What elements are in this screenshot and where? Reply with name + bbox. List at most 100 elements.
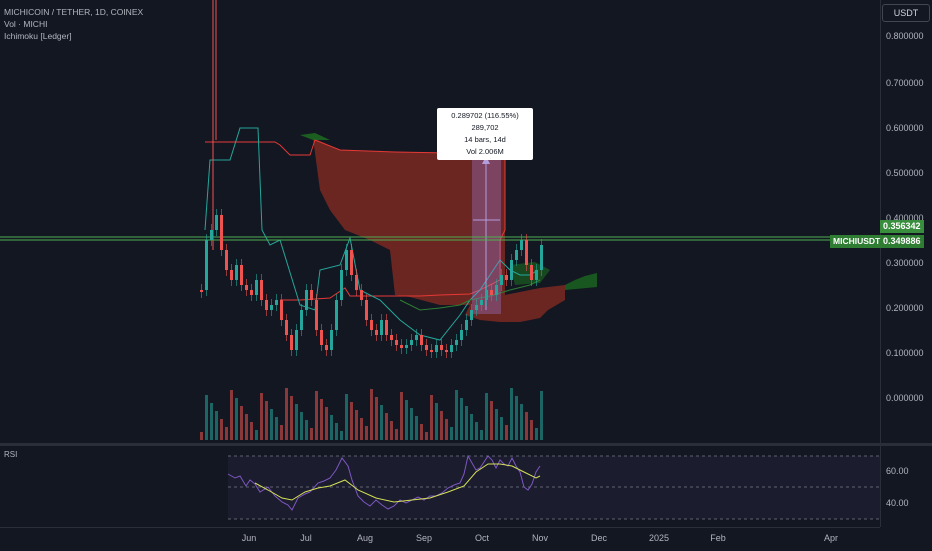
volume-bar: [275, 417, 278, 440]
candle: [210, 230, 213, 240]
candle: [400, 345, 403, 348]
candle: [335, 300, 338, 330]
volume-bar: [340, 431, 343, 440]
price-tick: 0.400000: [886, 213, 924, 223]
ichimoku-lagging-line: [399, 279, 541, 311]
candle: [470, 310, 473, 320]
volume-bar: [215, 411, 218, 440]
price-tick: 0.100000: [886, 348, 924, 358]
volume-bar: [500, 417, 503, 440]
candle: [395, 340, 398, 345]
candle: [375, 330, 378, 335]
ichimoku-cloud-bullish: [300, 133, 330, 140]
candle: [440, 345, 443, 350]
candle: [240, 265, 243, 285]
volume-bar: [420, 424, 423, 440]
volume-bar: [405, 400, 408, 440]
candle: [490, 290, 493, 295]
rsi-band: [228, 456, 880, 519]
candle: [525, 240, 528, 265]
candle: [365, 300, 368, 320]
volume-bar: [490, 401, 493, 440]
candle: [305, 290, 308, 310]
pane-divider[interactable]: [0, 443, 932, 446]
volume-bar: [400, 392, 403, 440]
currency-button[interactable]: USDT: [882, 4, 930, 22]
candle: [460, 330, 463, 340]
volume-bar: [350, 402, 353, 440]
candle: [285, 320, 288, 335]
volume-bar: [470, 414, 473, 440]
volume-bar: [325, 407, 328, 440]
candle: [435, 345, 438, 352]
candle: [515, 250, 518, 260]
time-axis[interactable]: [0, 527, 880, 551]
ichimoku-kijun-line: [205, 139, 506, 301]
candle: [255, 280, 258, 295]
volume-bar: [310, 428, 313, 440]
volume-bar: [205, 395, 208, 440]
price-label-high: 0.356342: [880, 220, 924, 233]
volume-bar: [505, 425, 508, 440]
volume-bar: [510, 388, 513, 440]
volume-bar: [430, 395, 433, 440]
candle: [380, 320, 383, 335]
time-tick: Nov: [531, 533, 549, 543]
candle: [320, 330, 323, 345]
price-axis[interactable]: [880, 0, 932, 527]
candle: [265, 300, 268, 310]
volume-bar: [445, 419, 448, 440]
legend-volume[interactable]: Vol · MICHI: [4, 19, 48, 29]
time-tick: Jul: [300, 533, 312, 543]
price-tick: 0.500000: [886, 168, 924, 178]
volume-bar: [320, 399, 323, 440]
ichimoku-cloud-bearish-lower: [465, 285, 565, 322]
volume-bar: [480, 430, 483, 440]
volume-bar: [515, 396, 518, 440]
candle: [520, 240, 523, 250]
candle: [385, 320, 388, 335]
volume-bar: [410, 408, 413, 440]
candle: [445, 350, 448, 352]
volume-bar: [315, 391, 318, 440]
volume-bar: [245, 414, 248, 440]
measure-arrowhead: [482, 156, 490, 164]
volume-bar: [200, 432, 203, 440]
candle: [505, 275, 508, 280]
time-tick: Dec: [590, 533, 608, 543]
volume-bar: [495, 409, 498, 440]
legend-ichimoku[interactable]: Ichimoku [Ledger]: [4, 31, 72, 41]
volume-bar: [535, 428, 538, 440]
time-tick: Feb: [710, 533, 726, 543]
legend-symbol[interactable]: MICHICOIN / TETHER, 1D, COINEX: [4, 7, 144, 17]
candle: [230, 270, 233, 280]
time-tick: Aug: [356, 533, 374, 543]
price-tick: 0.700000: [886, 78, 924, 88]
rsi-label[interactable]: RSI: [4, 450, 18, 459]
candle: [260, 280, 263, 300]
time-tick: Sep: [415, 533, 433, 543]
volume-bar: [365, 426, 368, 440]
time-tick: 2025: [648, 533, 670, 543]
candle: [350, 250, 353, 275]
price-tick: 0.200000: [886, 303, 924, 313]
volume-bar: [425, 432, 428, 440]
candle: [485, 290, 488, 300]
measure-tooltip-line: 0.289702 (116.55%) 289,702: [451, 111, 519, 132]
volume-bar: [300, 412, 303, 440]
volume-bar: [415, 416, 418, 440]
volume-bar: [460, 398, 463, 440]
candle: [510, 260, 513, 280]
candle: [235, 265, 238, 280]
candle: [430, 350, 433, 352]
measure-tooltip-line: 14 bars, 14d: [464, 135, 506, 144]
price-tick: 0.800000: [886, 31, 924, 41]
candle: [215, 215, 218, 230]
price-tick: 0.300000: [886, 258, 924, 268]
volume-bar: [250, 422, 253, 440]
measure-tooltip-line: Vol 2.006M: [466, 147, 504, 156]
volume-bar: [230, 390, 233, 440]
volume-bar: [375, 397, 378, 440]
volume-bar: [435, 403, 438, 440]
volume-bar: [285, 388, 288, 440]
